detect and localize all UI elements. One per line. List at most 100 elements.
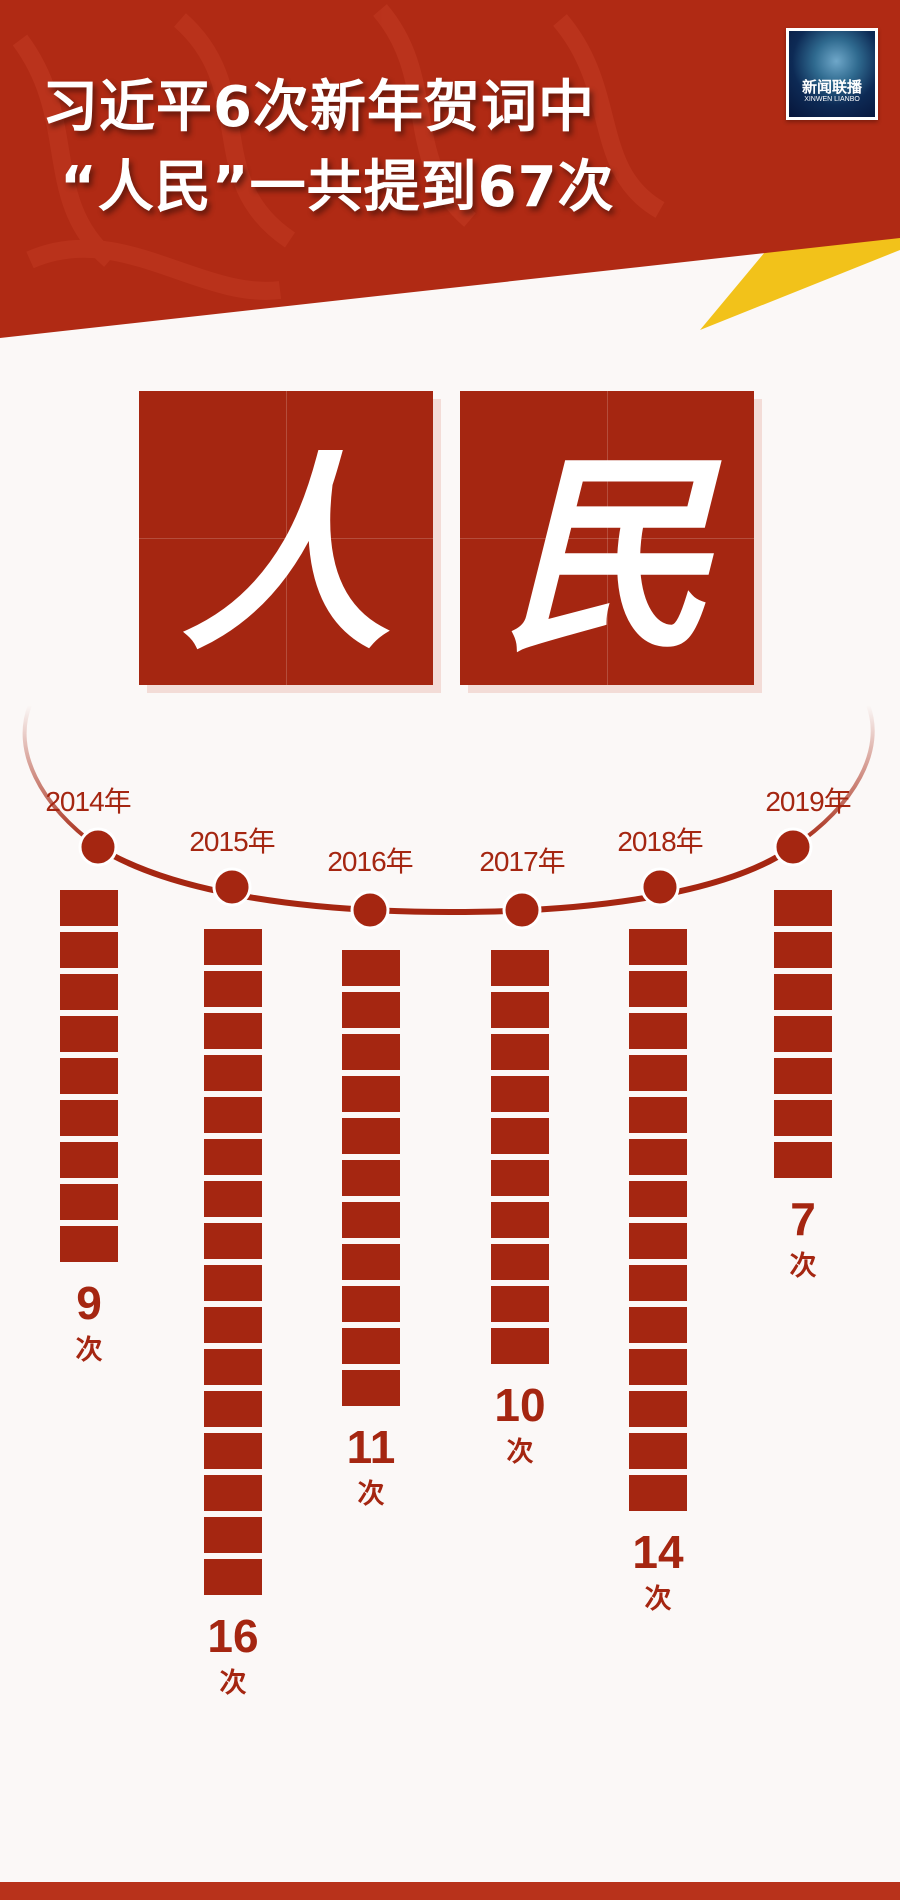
count-block — [204, 1349, 262, 1385]
count-block — [342, 1370, 400, 1406]
count-block — [629, 1097, 687, 1133]
count-block — [774, 932, 832, 968]
count-block — [342, 992, 400, 1028]
footer-strip — [0, 1882, 900, 1900]
unit-label: 次 — [357, 1479, 385, 1510]
logo-text-cn: 新闻联播 — [801, 78, 862, 96]
count-block — [204, 1013, 262, 1049]
year-label: 2016年 — [327, 846, 413, 877]
count-block — [491, 1244, 549, 1280]
count-block — [491, 1118, 549, 1154]
count-block — [204, 1559, 262, 1595]
header-banner — [0, 0, 900, 338]
value-label: 7 — [790, 1193, 816, 1245]
count-block — [342, 1328, 400, 1364]
count-block — [204, 1139, 262, 1175]
count-block — [204, 971, 262, 1007]
year-label: 2019年 — [765, 786, 851, 817]
timeline-dot — [640, 867, 680, 907]
unit-label: 次 — [75, 1335, 103, 1366]
count-block — [629, 1013, 687, 1049]
count-block — [629, 1265, 687, 1301]
count-block — [774, 890, 832, 926]
count-block — [60, 1100, 118, 1136]
value-label: 10 — [494, 1379, 546, 1431]
count-block — [491, 992, 549, 1028]
count-block — [491, 1202, 549, 1238]
count-block — [774, 1058, 832, 1094]
logo-text-en: XINWEN LIANBO — [804, 96, 860, 103]
count-block — [491, 1160, 549, 1196]
count-block — [491, 1286, 549, 1322]
count-block — [60, 1226, 118, 1262]
count-block — [342, 1034, 400, 1070]
count-block — [204, 1265, 262, 1301]
unit-label: 次 — [789, 1251, 817, 1282]
count-block — [629, 1181, 687, 1217]
count-block — [342, 1244, 400, 1280]
value-label: 16 — [207, 1610, 259, 1662]
count-block — [60, 932, 118, 968]
count-block — [491, 1328, 549, 1364]
count-block — [60, 890, 118, 926]
count-block — [629, 929, 687, 965]
count-block — [60, 1184, 118, 1220]
title-line-2: “人民”一共提到67次 — [60, 155, 615, 220]
title-line-1: 习近平6次新年贺词中 — [42, 75, 595, 140]
count-block — [342, 1160, 400, 1196]
count-block — [342, 1076, 400, 1112]
count-block — [204, 1307, 262, 1343]
count-block — [60, 1016, 118, 1052]
year-label: 2015年 — [189, 826, 275, 857]
year-label: 2017年 — [479, 846, 565, 877]
count-block — [204, 1391, 262, 1427]
count-block — [491, 1076, 549, 1112]
count-block — [774, 974, 832, 1010]
timeline-dot — [350, 890, 390, 930]
hero-char-min: 民 — [501, 432, 712, 679]
count-block — [342, 950, 400, 986]
count-block — [491, 1034, 549, 1070]
count-block — [204, 1223, 262, 1259]
timeline-dot — [78, 827, 118, 867]
count-block — [629, 1433, 687, 1469]
hero-char-ren: 人 — [180, 432, 391, 679]
count-block — [774, 1100, 832, 1136]
count-block — [629, 1139, 687, 1175]
count-block — [342, 1202, 400, 1238]
hero-char-box-ren: 人 — [139, 391, 433, 685]
timeline-dot — [502, 890, 542, 930]
globe-icon — [789, 31, 875, 117]
count-block — [629, 1223, 687, 1259]
value-label: 14 — [632, 1526, 684, 1578]
count-block — [204, 1517, 262, 1553]
unit-label: 次 — [506, 1437, 534, 1468]
year-label: 2018年 — [617, 826, 703, 857]
count-block — [774, 1016, 832, 1052]
count-block — [629, 1475, 687, 1511]
unit-label: 次 — [219, 1668, 247, 1699]
xinwen-lianbo-logo: 新闻联播 XINWEN LIANBO — [786, 28, 878, 120]
count-block — [629, 1349, 687, 1385]
count-block — [204, 1475, 262, 1511]
timeline-dot — [212, 867, 252, 907]
count-block — [629, 1307, 687, 1343]
count-block — [204, 1055, 262, 1091]
count-block — [204, 1181, 262, 1217]
year-label: 2014年 — [45, 786, 131, 817]
value-label: 11 — [346, 1421, 396, 1473]
count-block — [60, 1058, 118, 1094]
count-block — [491, 950, 549, 986]
count-block — [774, 1142, 832, 1178]
hero-char-box-min: 民 — [460, 391, 754, 685]
count-block — [60, 974, 118, 1010]
timeline-dot — [773, 827, 813, 867]
unit-label: 次 — [644, 1584, 672, 1615]
count-block — [60, 1142, 118, 1178]
value-label: 9 — [76, 1277, 102, 1329]
count-block — [629, 971, 687, 1007]
count-block — [204, 929, 262, 965]
count-block — [629, 1391, 687, 1427]
